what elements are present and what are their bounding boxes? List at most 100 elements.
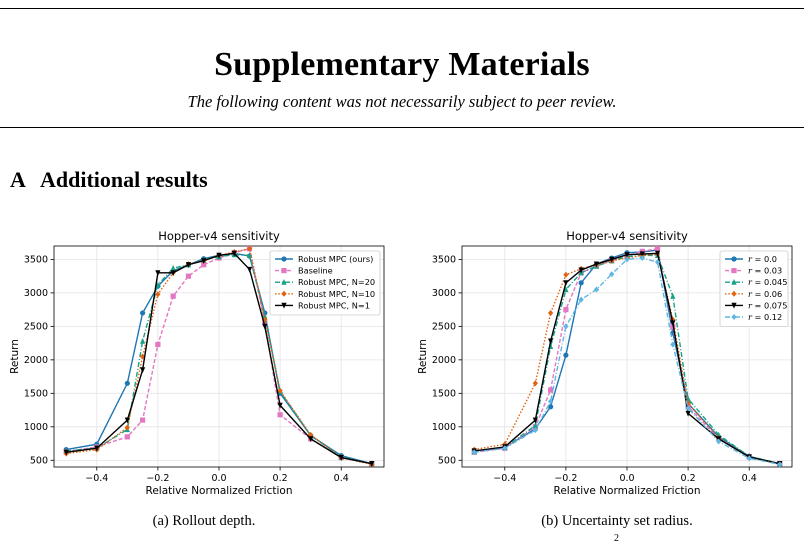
legend-entry: Robust MPC, N=1 (298, 300, 370, 310)
x-tick-label: 0.2 (681, 473, 696, 484)
legend-marker (731, 290, 737, 297)
series-line (66, 252, 372, 465)
header-rule (0, 127, 804, 128)
data-point (563, 280, 569, 287)
y-axis-label: Return (417, 339, 429, 374)
legend: r = 0.0 r = 0.03r = 0.045 r = 0.06r = 0.07… (719, 250, 789, 327)
y-tick-label: 1000 (432, 422, 456, 433)
data-point (670, 341, 676, 348)
legend-marker (731, 268, 737, 274)
data-point (654, 250, 661, 257)
data-point (639, 251, 645, 258)
data-point (170, 293, 176, 299)
legend-marker (731, 279, 737, 285)
data-point (155, 291, 161, 298)
section-title: Additional results (40, 167, 208, 192)
data-point (609, 256, 615, 263)
data-point (246, 245, 253, 252)
series-line (474, 252, 780, 465)
data-point (548, 387, 554, 393)
data-point (170, 270, 176, 276)
y-tick-label: 1000 (24, 422, 48, 433)
data-point (277, 412, 283, 418)
data-point (262, 313, 268, 319)
series-line (474, 253, 780, 466)
y-tick-label: 500 (438, 456, 456, 467)
data-point (185, 262, 192, 268)
data-point (124, 417, 130, 424)
data-point (308, 431, 314, 438)
legend-entry: Baseline (298, 266, 333, 276)
data-point (685, 405, 691, 412)
legend-entry: r = 0.0 (748, 254, 777, 264)
x-tick-label: 0.0 (211, 473, 226, 484)
data-point (124, 424, 130, 431)
data-point (578, 296, 584, 303)
data-point (578, 267, 584, 274)
legend-entry: r = 0.12 (748, 312, 782, 322)
data-point (670, 320, 676, 327)
page-number: 2 (614, 533, 619, 544)
legend-marker (731, 302, 737, 309)
y-tick-label: 1500 (432, 389, 456, 400)
y-tick-label: 500 (30, 456, 48, 467)
x-tick-label: −0.4 (493, 473, 516, 484)
x-axis-label: Relative Normalized Friction (554, 485, 701, 495)
x-tick-label: 0.4 (742, 473, 757, 484)
y-tick-label: 1500 (24, 389, 48, 400)
caption-a: (a) Rollout depth. (152, 513, 256, 529)
data-point (201, 258, 207, 264)
legend-box (269, 250, 381, 316)
x-tick-label: 0.2 (273, 473, 288, 484)
top-rule (0, 8, 804, 9)
y-tick-label: 3500 (24, 255, 48, 266)
data-point (532, 417, 538, 424)
data-point (185, 273, 192, 279)
legend-entry: r = 0.06 (748, 289, 782, 299)
data-point (624, 256, 630, 263)
x-tick-label: −0.4 (85, 473, 108, 484)
legend-marker (281, 256, 287, 262)
legend-entry: r = 0.045 (748, 277, 787, 287)
data-point (563, 271, 569, 278)
y-tick-label: 3000 (24, 288, 48, 299)
data-point (563, 286, 569, 293)
data-point (155, 341, 161, 348)
y-tick-label: 2500 (24, 322, 48, 333)
figure-b-chart: Hopper-v4 sensitivity −0.4 −0.2 0.0 0.2 0.4 50… (417, 229, 793, 495)
legend-marker (731, 314, 737, 320)
data-point (140, 337, 146, 344)
data-point (746, 455, 752, 462)
data-point (124, 380, 130, 386)
data-point (216, 252, 222, 259)
data-point (548, 404, 554, 410)
x-tick-label: −0.2 (146, 473, 169, 484)
x-tick-label: −0.2 (554, 473, 577, 484)
legend-box (719, 250, 789, 327)
data-point (777, 461, 783, 468)
data-point (563, 323, 569, 330)
legend-marker (281, 279, 287, 285)
data-point (593, 261, 600, 268)
series-5 (63, 250, 375, 467)
section-number: A (10, 167, 26, 192)
data-point (262, 323, 268, 330)
chart-title: Hopper-v4 sensitivity (566, 229, 688, 243)
y-tick-label: 3000 (432, 288, 456, 299)
data-point (716, 438, 722, 445)
data-point (369, 461, 375, 467)
data-point (639, 248, 645, 254)
data-point (246, 266, 253, 273)
series-line (66, 254, 372, 465)
legend-entry: r = 0.03 (748, 266, 782, 276)
data-point (670, 316, 676, 323)
data-point (94, 445, 100, 452)
data-point (624, 252, 630, 258)
series-line (474, 249, 780, 465)
legend-marker (731, 256, 737, 262)
series-line (474, 257, 780, 466)
data-point (140, 367, 146, 374)
data-point (262, 320, 268, 326)
x-axis-label: Relative Normalized Friction (146, 485, 293, 495)
